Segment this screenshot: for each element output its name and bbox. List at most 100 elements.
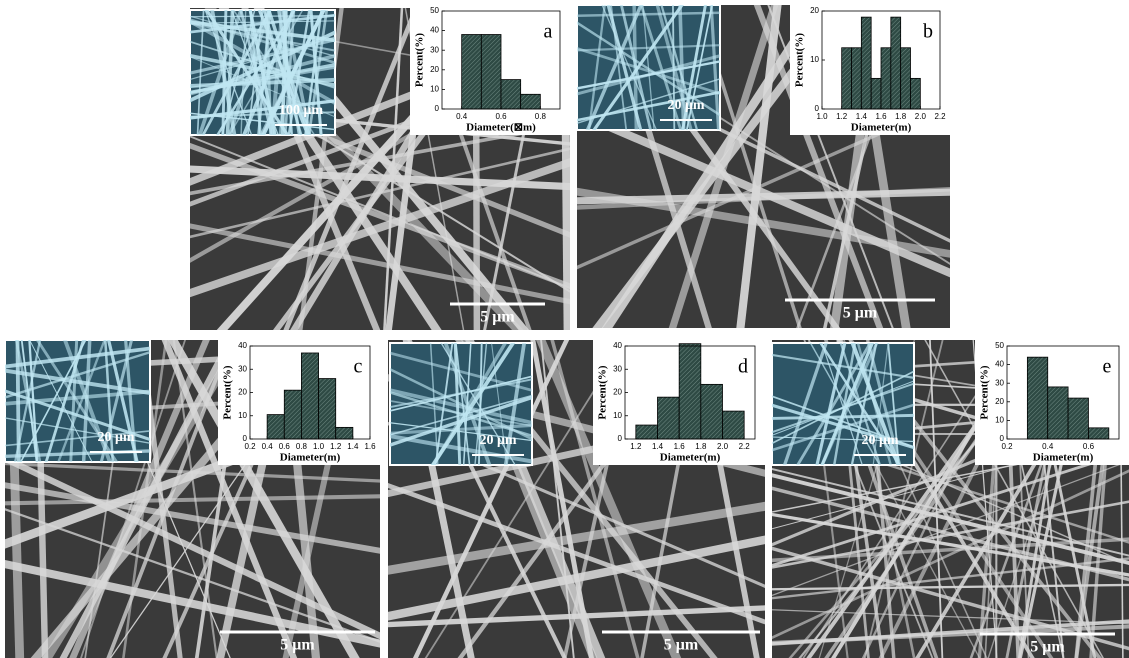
scale-label: 5 μm — [843, 305, 878, 322]
panel-label: c — [354, 356, 363, 378]
histogram-bar — [1027, 357, 1047, 439]
histogram-bar — [284, 390, 301, 439]
y-tick-label: 20 — [810, 6, 819, 15]
histogram-bar — [881, 48, 891, 109]
x-tick-label: 1.0 — [313, 442, 325, 451]
histogram-bar — [911, 78, 921, 109]
y-tick-label: 30 — [430, 45, 439, 54]
histogram-bar — [521, 94, 541, 109]
y-tick-label: 40 — [238, 341, 247, 350]
x-tick-label: 1.6 — [875, 112, 887, 121]
x-tick-label: 0.4 — [456, 112, 468, 121]
y-axis-label: Percent(%) — [794, 33, 806, 87]
y-axis-label: Percent(%) — [222, 365, 234, 419]
y-tick-label: 0 — [618, 434, 623, 443]
x-tick-label: 1.4 — [347, 442, 359, 451]
histogram-bar — [1088, 428, 1108, 439]
histogram-bar — [336, 427, 353, 439]
histogram-bar — [658, 397, 680, 439]
histogram-bar — [891, 17, 901, 109]
x-tick-label: 0.6 — [1083, 442, 1095, 451]
y-tick-label: 10 — [613, 411, 622, 420]
histogram-bar — [852, 48, 862, 109]
x-tick-label: 0.4 — [262, 442, 274, 451]
y-tick-label: 30 — [995, 378, 1004, 387]
histogram-bar — [701, 384, 723, 439]
y-axis-label: Percent(%) — [597, 365, 609, 419]
panel: 100 μm5 μm010203040500.40.60.8Diameter(⊠… — [170, 0, 590, 350]
histogram-bar — [636, 425, 658, 439]
histogram-bar — [1048, 387, 1068, 439]
panel: 20 μm 5 μm 0 10 20 30 40 1.2 1.4 1.6 1.8 2.0 2.2 Diam… — [368, 320, 785, 658]
y-tick-label: 50 — [430, 6, 439, 15]
histogram-bar — [481, 35, 501, 109]
histogram-bar — [462, 35, 482, 109]
histogram-bar — [301, 353, 318, 439]
y-tick-label: 20 — [430, 65, 439, 74]
x-tick-label: 1.0 — [816, 112, 828, 121]
y-tick-label: 40 — [430, 26, 439, 35]
scale-label: 5 μm — [664, 637, 699, 654]
panel-label: a — [544, 21, 553, 43]
x-tick-label: 1.6 — [674, 442, 686, 451]
histogram-bar — [501, 80, 521, 109]
y-tick-label: 50 — [995, 341, 1004, 350]
y-tick-label: 40 — [613, 341, 622, 350]
inset-scale-label: 100 μm — [279, 103, 323, 118]
scale-label: 5 μm — [480, 309, 515, 326]
histogram-bar — [679, 344, 701, 439]
inset-scale-label: 20 μm — [861, 433, 898, 448]
histogram-bar — [1068, 398, 1088, 439]
x-tick-label: 0.8 — [535, 112, 547, 121]
histogram-bar — [319, 379, 336, 439]
y-tick-label: 20 — [613, 388, 622, 397]
histogram-bar — [267, 415, 284, 439]
y-tick-label: 20 — [995, 397, 1004, 406]
x-tick-label: 2.2 — [934, 112, 946, 121]
x-tick-label: 2.2 — [739, 442, 751, 451]
x-tick-label: 1.8 — [695, 442, 707, 451]
inset-scale-label: 20 μm — [479, 433, 516, 448]
x-axis-label: Diameter(m) — [1033, 452, 1094, 464]
x-tick-label: 2.0 — [915, 112, 927, 121]
panel: 20 μm5 μm010201.01.21.41.61.82.02.2Diame… — [557, 0, 970, 348]
panel: 20 μm5 μm010203040500.20.40.6Diameter(m)… — [752, 320, 1129, 658]
scale-label: 5 μm — [1030, 639, 1065, 656]
x-tick-label: 1.2 — [630, 442, 642, 451]
y-tick-label: 10 — [430, 85, 439, 94]
panel-label: b — [923, 21, 933, 43]
histogram-bar — [871, 78, 881, 109]
x-tick-label: 2.0 — [717, 442, 729, 451]
x-tick-label: 1.4 — [652, 442, 664, 451]
histogram-bar — [842, 48, 852, 109]
inset-scale-label: 20 μm — [97, 430, 134, 445]
y-tick-label: 30 — [613, 364, 622, 373]
x-axis-label: Diameter(m) — [660, 452, 721, 464]
x-tick-label: 1.2 — [330, 442, 342, 451]
panel-label: d — [738, 356, 748, 378]
x-tick-label: 1.6 — [364, 442, 376, 451]
scale-label: 5 μm — [280, 637, 315, 654]
histogram-bar — [861, 17, 871, 109]
x-tick-label: 0.4 — [1042, 442, 1054, 451]
x-tick-label: 0.2 — [1001, 442, 1013, 451]
histogram-bar — [723, 411, 745, 439]
panel-label: e — [1103, 356, 1112, 378]
y-tick-label: 0 — [435, 104, 440, 113]
x-tick-label: 0.2 — [244, 442, 256, 451]
figure: 100 μm 5 μm 0 10 20 30 40 50 0.4 0.6 0.8Diameter(⊠… — [0, 0, 1129, 658]
y-axis-label: Percent(%) — [414, 33, 426, 87]
x-tick-label: 1.8 — [895, 112, 907, 121]
inset-scale-label: 20 μm — [667, 98, 704, 113]
x-tick-label: 1.2 — [836, 112, 848, 121]
y-tick-label: 10 — [995, 416, 1004, 425]
x-tick-label: 0.6 — [279, 442, 291, 451]
y-tick-label: 30 — [238, 364, 247, 373]
y-tick-label: 20 — [238, 388, 247, 397]
y-tick-label: 10 — [238, 411, 247, 420]
x-axis-label: Diameter(m) — [280, 452, 341, 464]
x-axis-label: Diameter(m) — [851, 122, 912, 134]
y-tick-label: 10 — [810, 55, 819, 64]
x-axis-label: Diameter(⊠m) — [466, 122, 536, 134]
